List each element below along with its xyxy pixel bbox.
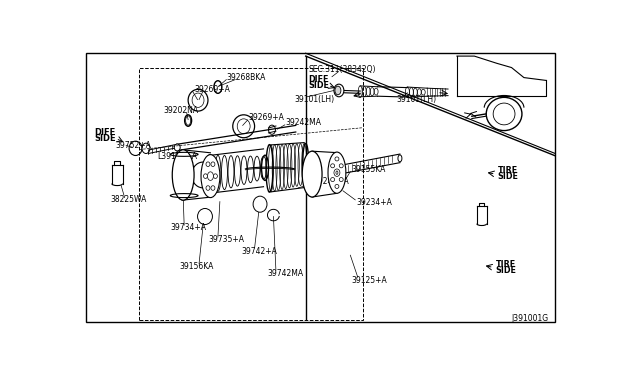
Text: 39202NA: 39202NA [163,106,198,115]
Text: TIRE: TIRE [495,260,516,269]
Text: 39101(LH): 39101(LH) [396,95,436,104]
Ellipse shape [335,185,339,189]
Text: L39126+A: L39126+A [157,152,197,161]
Text: 39101(LH): 39101(LH) [294,94,334,103]
Polygon shape [86,53,555,323]
Ellipse shape [493,103,515,125]
Text: TIRE: TIRE [497,166,518,175]
Ellipse shape [213,174,218,179]
Text: 39734+A: 39734+A [170,223,206,232]
Text: 39242+A: 39242+A [313,177,349,186]
Ellipse shape [331,164,335,168]
Ellipse shape [142,143,150,154]
Ellipse shape [339,164,343,168]
Ellipse shape [206,162,210,167]
Ellipse shape [211,162,215,167]
Ellipse shape [172,150,194,200]
Text: DIFF: DIFF [308,75,329,84]
Ellipse shape [207,172,213,180]
Text: SIDE: SIDE [308,81,330,90]
Text: 39155KA: 39155KA [352,165,386,174]
Ellipse shape [198,208,212,225]
Ellipse shape [486,97,522,131]
Text: 39735+A: 39735+A [208,235,244,244]
Ellipse shape [339,177,343,182]
Text: 39269+A: 39269+A [249,113,285,122]
Text: 39752+A: 39752+A [116,141,152,150]
Ellipse shape [331,177,335,182]
Ellipse shape [335,86,341,95]
Text: 39742+A: 39742+A [241,247,277,256]
Text: SIDE: SIDE [495,266,516,275]
Text: 39234+A: 39234+A [356,198,393,207]
Text: SIDE: SIDE [497,172,518,181]
Text: SEC.311(38342Q): SEC.311(38342Q) [308,65,376,74]
Ellipse shape [334,84,344,97]
Text: 39742MA: 39742MA [268,269,303,278]
Ellipse shape [336,171,338,174]
Ellipse shape [174,144,180,151]
Text: 39156KA: 39156KA [179,262,214,271]
Ellipse shape [328,152,346,193]
Text: J391001G: J391001G [511,314,548,323]
Text: 39269+A: 39269+A [194,84,230,93]
Ellipse shape [334,169,340,176]
Text: DIFF: DIFF [94,128,115,137]
Ellipse shape [302,151,322,197]
Text: 39125+A: 39125+A [352,276,388,285]
Ellipse shape [253,196,267,212]
Text: SIDE: SIDE [94,134,115,143]
Text: 39242MA: 39242MA [286,118,322,127]
Ellipse shape [206,186,210,190]
Ellipse shape [204,174,207,179]
Ellipse shape [211,186,215,190]
Ellipse shape [201,155,220,198]
Text: 39268BKA: 39268BKA [227,73,266,82]
Ellipse shape [335,157,339,161]
Text: 38225WA: 38225WA [111,195,147,204]
